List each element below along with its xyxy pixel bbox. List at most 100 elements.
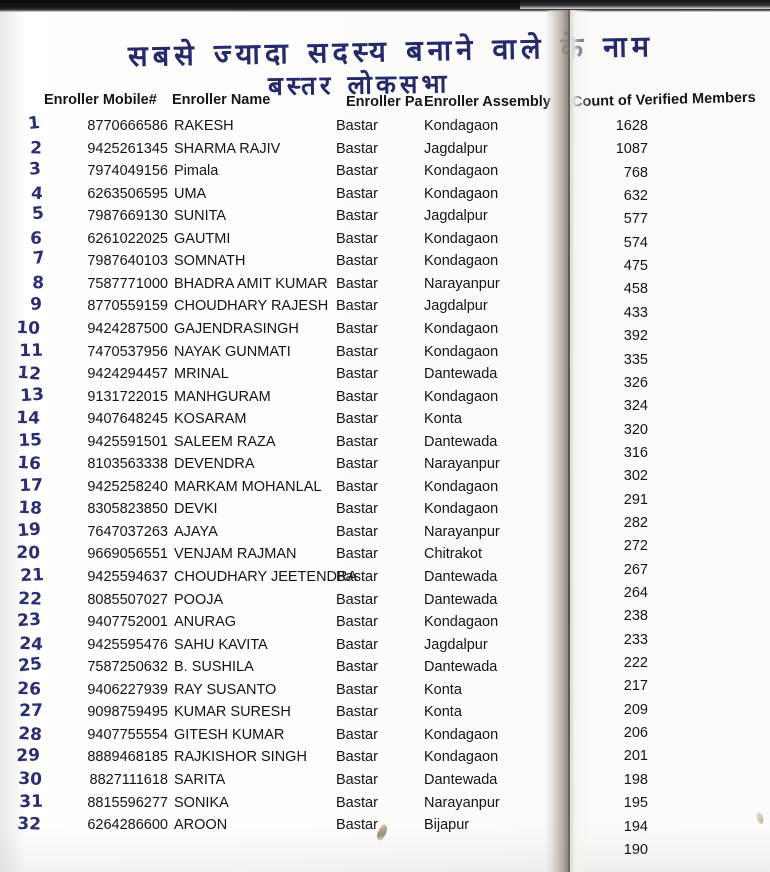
cell-enroller-assembly: Kondagaon — [424, 501, 499, 518]
cell-enroller-assembly: Dantewada — [424, 569, 498, 585]
cell-enroller-name: RAJKISHOR SINGH — [174, 749, 307, 766]
cell-enroller-name: SONIKA — [174, 794, 229, 811]
cell-verified-count: 574 — [623, 234, 648, 251]
cell-verified-count: 238 — [623, 608, 648, 625]
row-number-handwritten: 25 — [17, 654, 43, 677]
cell-verified-count: 1087 — [615, 141, 648, 158]
cell-verified-count: 201 — [623, 748, 648, 765]
cell-verified-count: 198 — [623, 771, 648, 788]
cell-verified-count: 320 — [623, 421, 648, 438]
cell-enroller-mobile: 9131722015 — [87, 388, 168, 405]
cell-enroller-pa: Bastar — [336, 681, 378, 698]
cell-enroller-mobile: 9098759495 — [87, 704, 168, 721]
cell-enroller-assembly: Bijapur — [424, 817, 470, 834]
cell-enroller-pa: Bastar — [336, 140, 378, 157]
cell-verified-count: 433 — [623, 304, 648, 321]
cell-enroller-mobile: 8770559159 — [87, 298, 168, 315]
cell-enroller-mobile: 9425595476 — [87, 636, 168, 653]
cell-enroller-pa: Bastar — [336, 253, 378, 270]
cell-enroller-assembly: Konta — [424, 704, 462, 721]
cell-enroller-mobile: 7470537956 — [87, 343, 168, 360]
column-header-mobile: Enroller Mobile# — [44, 92, 157, 108]
cell-enroller-name: MRINAL — [174, 366, 229, 383]
cell-verified-count: 632 — [623, 188, 648, 205]
cell-enroller-assembly: Kondagaon — [424, 253, 499, 270]
cell-enroller-mobile: 8770666586 — [87, 118, 168, 134]
row-number-handwritten: 30 — [17, 768, 43, 790]
cell-enroller-assembly: Konta — [424, 411, 462, 428]
cell-enroller-assembly: Chitrakot — [424, 546, 483, 563]
row-number-handwritten: 16 — [16, 453, 42, 475]
row-number-handwritten: 22 — [17, 588, 43, 610]
cell-enroller-pa: Bastar — [336, 817, 378, 834]
cell-enroller-mobile: 7974049156 — [87, 163, 168, 180]
cell-enroller-name: RAY SUSANTO — [174, 681, 277, 698]
cell-enroller-assembly: Narayanpur — [424, 456, 500, 473]
row-number-handwritten: 5 — [31, 203, 45, 225]
cell-enroller-name: AJAYA — [174, 523, 218, 540]
cell-verified-count: 217 — [623, 678, 648, 695]
cell-enroller-mobile: 9425594637 — [87, 569, 168, 585]
cell-enroller-pa: Bastar — [336, 163, 378, 180]
row-number-handwritten: 6 — [29, 228, 43, 249]
cell-enroller-pa: Bastar — [336, 704, 378, 721]
cell-enroller-assembly: Konta — [424, 681, 462, 698]
cell-verified-count: 577 — [623, 211, 648, 228]
cell-enroller-pa: Bastar — [336, 343, 378, 360]
cell-enroller-mobile: 7647037263 — [87, 523, 168, 540]
cell-enroller-mobile: 9424294457 — [87, 366, 168, 383]
cell-enroller-assembly: Kondagaon — [424, 388, 499, 405]
row-number-handwritten: 4 — [30, 183, 44, 205]
cell-enroller-pa: Bastar — [336, 546, 378, 563]
page-fold-line — [568, 10, 570, 872]
cell-enroller-assembly: Narayanpur — [424, 523, 500, 540]
row-number-handwritten: 32 — [16, 813, 42, 835]
cell-enroller-mobile: 8305823850 — [87, 501, 168, 518]
cell-enroller-assembly: Kondagaon — [424, 749, 499, 766]
cell-enroller-pa: Bastar — [336, 118, 378, 134]
cell-verified-count: 335 — [623, 351, 648, 368]
cell-enroller-name: KOSARAM — [174, 411, 247, 428]
cell-enroller-name: SUNITA — [174, 208, 227, 225]
cell-enroller-assembly: Narayanpur — [424, 794, 500, 811]
row-number-handwritten: 7 — [31, 247, 47, 270]
cell-enroller-assembly: Kondagaon — [424, 478, 499, 495]
cell-verified-count: 302 — [623, 468, 648, 485]
cell-enroller-pa: Bastar — [336, 275, 378, 292]
cell-verified-count: 209 — [623, 701, 648, 718]
cell-enroller-mobile: 7587771000 — [87, 275, 168, 292]
cell-verified-count: 392 — [623, 328, 648, 345]
cell-enroller-pa: Bastar — [336, 478, 378, 495]
cell-enroller-mobile: 9407648245 — [87, 411, 168, 428]
cell-enroller-pa: Bastar — [336, 456, 378, 473]
cell-enroller-assembly: Kondagaon — [424, 726, 499, 743]
cell-enroller-mobile: 9406227939 — [87, 681, 168, 698]
cell-verified-count: 316 — [623, 444, 648, 461]
cell-enroller-mobile: 9407755554 — [87, 726, 168, 743]
row-number-handwritten: 27 — [19, 700, 44, 722]
enroller-table: Enroller Mobile# Enroller Name Enroller … — [0, 90, 770, 872]
row-number-handwritten: 24 — [18, 633, 44, 655]
cell-enroller-mobile: 8815596277 — [87, 794, 168, 811]
column-header-name: Enroller Name — [172, 92, 271, 108]
row-number-handwritten: 11 — [19, 340, 44, 361]
cell-enroller-assembly: Dantewada — [424, 771, 498, 788]
cell-verified-count: 282 — [623, 514, 648, 531]
cell-enroller-pa: Bastar — [336, 614, 378, 631]
cell-verified-count: 324 — [623, 398, 648, 415]
handwritten-title: सबसे ज्यादा सदस्य बनाने वाले के नाम बस्त… — [0, 14, 770, 102]
column-header-assembly: Enroller Assembly — [424, 94, 551, 110]
cell-enroller-pa: Bastar — [336, 298, 378, 315]
cell-enroller-assembly: Dantewada — [424, 659, 498, 676]
cell-enroller-pa: Bastar — [336, 569, 378, 585]
cell-enroller-name: GITESH KUMAR — [174, 726, 285, 743]
cell-enroller-pa: Bastar — [336, 230, 378, 247]
cell-enroller-name: CHOUDHARY JEETENDRA — [174, 569, 358, 585]
cell-enroller-pa: Bastar — [336, 185, 378, 202]
cell-verified-count: 222 — [623, 655, 648, 672]
row-number-handwritten: 15 — [17, 429, 43, 451]
cell-enroller-mobile: 9425261345 — [87, 140, 168, 157]
cell-enroller-name: UMA — [174, 185, 207, 202]
row-number-handwritten: 23 — [16, 609, 42, 632]
